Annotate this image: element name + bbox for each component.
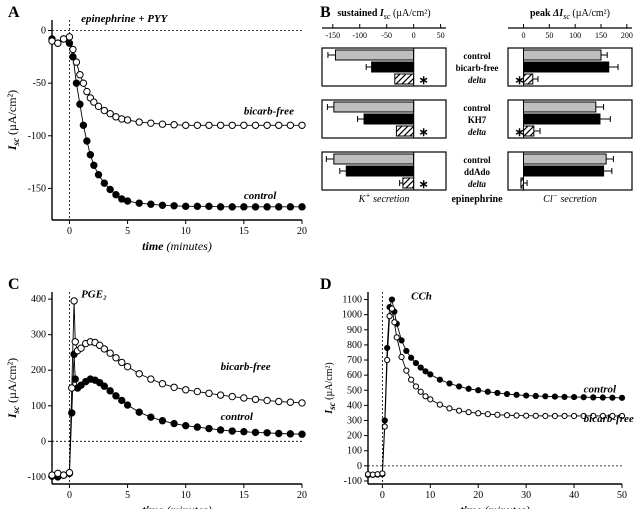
svg-text:∗: ∗: [419, 73, 429, 87]
svg-text:50: 50: [545, 31, 553, 40]
svg-text:-100: -100: [28, 472, 46, 483]
svg-text:Isc (µA/cm²): Isc (µA/cm²): [324, 362, 337, 415]
svg-text:100: 100: [569, 31, 581, 40]
svg-text:10: 10: [181, 226, 191, 237]
svg-text:0: 0: [41, 26, 46, 37]
svg-text:Cl− secretion: Cl− secretion: [543, 191, 597, 205]
figure-svg: 0 5 10 15 20 -150 -100 -50 0 Isc (µA/cm²) time (mi…: [0, 0, 640, 509]
svg-text:bicarb-free: bicarb-free: [584, 413, 634, 425]
svg-text:0: 0: [522, 31, 526, 40]
svg-text:30: 30: [521, 490, 531, 501]
svg-text:-100: -100: [352, 31, 367, 40]
svg-text:10: 10: [181, 490, 191, 501]
svg-text:10: 10: [425, 490, 435, 501]
svg-text:epinephrine + PYY: epinephrine + PYY: [81, 13, 169, 25]
svg-text:40: 40: [569, 490, 579, 501]
svg-text:delta: delta: [468, 179, 486, 189]
svg-text:15: 15: [239, 226, 249, 237]
svg-text:sustained Isc (µA/cm²): sustained Isc (µA/cm²): [337, 8, 430, 21]
svg-text:0: 0: [67, 490, 72, 501]
svg-text:50: 50: [617, 490, 627, 501]
svg-text:peak ΔIsc (µA/cm²): peak ΔIsc (µA/cm²): [530, 8, 610, 21]
svg-text:300: 300: [31, 330, 46, 341]
svg-text:0: 0: [67, 226, 72, 237]
svg-text:Isc (µA/cm²): Isc (µA/cm²): [5, 90, 21, 151]
svg-text:20: 20: [297, 490, 307, 501]
svg-text:control: control: [463, 51, 491, 61]
svg-text:300: 300: [347, 416, 362, 427]
svg-text:100: 100: [347, 446, 362, 457]
svg-text:200: 200: [31, 365, 46, 376]
svg-text:K+ secretion: K+ secretion: [358, 191, 410, 205]
svg-text:1100: 1100: [342, 295, 362, 306]
svg-text:Isc (µA/cm²): Isc (µA/cm²): [5, 358, 21, 419]
svg-text:200: 200: [347, 431, 362, 442]
svg-text:delta: delta: [468, 127, 486, 137]
svg-text:5: 5: [125, 226, 130, 237]
svg-text:900: 900: [347, 325, 362, 336]
svg-text:50: 50: [437, 31, 445, 40]
svg-text:-50: -50: [381, 31, 392, 40]
svg-text:-50: -50: [33, 78, 46, 89]
svg-text:100: 100: [31, 401, 46, 412]
svg-text:time (minutes): time (minutes): [142, 503, 212, 509]
svg-text:∗: ∗: [419, 177, 429, 191]
svg-text:delta: delta: [468, 75, 486, 85]
svg-text:bicarb-free: bicarb-free: [244, 106, 294, 118]
svg-text:500: 500: [347, 385, 362, 396]
svg-text:control: control: [244, 190, 277, 202]
svg-text:1000: 1000: [342, 310, 362, 321]
svg-text:control: control: [221, 411, 254, 423]
svg-text:600: 600: [347, 370, 362, 381]
svg-text:15: 15: [239, 490, 249, 501]
svg-text:5: 5: [125, 490, 130, 501]
svg-text:epinephrine: epinephrine: [451, 194, 503, 205]
svg-text:control: control: [463, 103, 491, 113]
svg-text:0: 0: [380, 490, 385, 501]
svg-text:bicarb-free: bicarb-free: [456, 63, 499, 73]
svg-text:200: 200: [621, 31, 633, 40]
svg-text:-100: -100: [344, 476, 362, 487]
svg-text:-150: -150: [325, 31, 340, 40]
svg-text:0: 0: [41, 436, 46, 447]
svg-text:bicarb-free: bicarb-free: [221, 361, 271, 373]
svg-text:PGE₂: PGE₂: [81, 288, 107, 300]
svg-text:ddAdo: ddAdo: [464, 167, 491, 177]
svg-text:0: 0: [412, 31, 416, 40]
svg-text:∗: ∗: [419, 125, 429, 139]
svg-text:control: control: [584, 384, 617, 396]
svg-text:20: 20: [473, 490, 483, 501]
svg-text:-100: -100: [28, 131, 46, 142]
svg-text:0: 0: [357, 461, 362, 472]
svg-text:time (minutes): time (minutes): [460, 503, 530, 509]
svg-text:400: 400: [347, 400, 362, 411]
svg-text:control: control: [463, 155, 491, 165]
svg-text:800: 800: [347, 340, 362, 351]
svg-text:KH7: KH7: [468, 115, 487, 125]
svg-text:time (minutes): time (minutes): [142, 239, 212, 253]
svg-text:20: 20: [297, 226, 307, 237]
svg-text:CCh: CCh: [411, 291, 432, 303]
svg-text:150: 150: [595, 31, 607, 40]
svg-text:400: 400: [31, 294, 46, 305]
svg-text:-150: -150: [28, 183, 46, 194]
svg-text:700: 700: [347, 355, 362, 366]
